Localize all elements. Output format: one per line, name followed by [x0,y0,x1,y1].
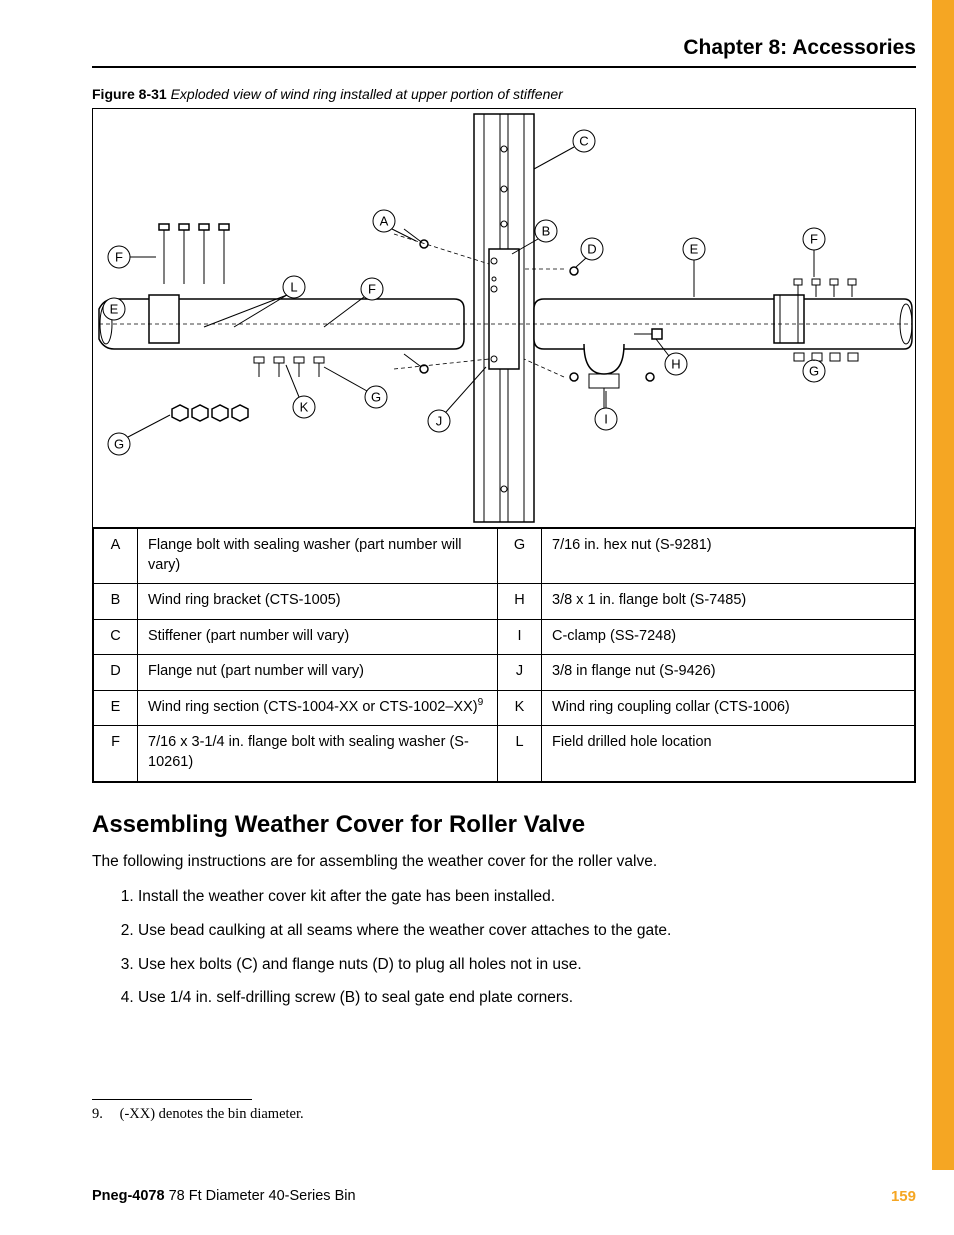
parts-key: J [498,655,542,691]
svg-text:L: L [290,280,297,295]
section-title: Assembling Weather Cover for Roller Valv… [92,811,916,839]
parts-desc: Wind ring coupling collar (CTS-1006) [542,690,915,726]
parts-desc: 7/16 in. hex nut (S-9281) [542,528,915,584]
svg-text:F: F [810,232,818,247]
svg-text:B: B [542,224,551,239]
svg-text:A: A [380,214,389,229]
parts-desc: Wind ring bracket (CTS-1005) [138,584,498,620]
svg-text:E: E [110,302,119,317]
figure-caption-text: Exploded view of wind ring installed at … [171,86,563,102]
table-row: AFlange bolt with sealing washer (part n… [94,528,915,584]
parts-key: G [498,528,542,584]
parts-desc: 3/8 in flange nut (S-9426) [542,655,915,691]
parts-key: I [498,619,542,655]
parts-desc: Flange bolt with sealing washer (part nu… [138,528,498,584]
parts-desc: Flange nut (part number will vary) [138,655,498,691]
parts-key: H [498,584,542,620]
footnote: 9. (-XX) denotes the bin diameter. [92,1106,916,1123]
parts-key: B [94,584,138,620]
table-row: BWind ring bracket (CTS-1005)H3/8 x 1 in… [94,584,915,620]
parts-key: E [94,690,138,726]
figure-label: Figure 8-31 [92,86,167,102]
svg-text:I: I [604,412,608,427]
figure-box: .ln { stroke:#000; stroke-width:1; fill:… [92,108,916,783]
chapter-title: Chapter 8: Accessories [92,36,916,60]
footnote-number: 9. [92,1106,116,1123]
step-item: Use bead caulking at all seams where the… [138,920,916,942]
parts-table: AFlange bolt with sealing washer (part n… [93,527,915,782]
chapter-rule [92,66,916,68]
parts-key: C [94,619,138,655]
footer-doc-id: Pneg-4078 78 Ft Diameter 40-Series Bin [92,1188,356,1204]
footer-doc-code: Pneg-4078 [92,1188,165,1204]
side-accent-bar [932,0,954,1170]
footer-page-number: 159 [891,1188,916,1205]
page-footer: Pneg-4078 78 Ft Diameter 40-Series Bin 1… [92,1188,916,1205]
svg-text:F: F [368,282,376,297]
steps-list: Install the weather cover kit after the … [92,886,916,1009]
section-intro: The following instructions are for assem… [92,851,916,873]
footnote-text: (-XX) denotes the bin diameter. [120,1106,304,1122]
parts-desc: C-clamp (SS-7248) [542,619,915,655]
parts-key: D [94,655,138,691]
svg-text:K: K [300,400,309,415]
parts-desc: 3/8 x 1 in. flange bolt (S-7485) [542,584,915,620]
table-row: CStiffener (part number will vary)IC-cla… [94,619,915,655]
exploded-view-diagram: .ln { stroke:#000; stroke-width:1; fill:… [93,109,915,527]
parts-key: K [498,690,542,726]
figure-caption: Figure 8-31 Exploded view of wind ring i… [92,86,916,102]
parts-key: L [498,726,542,781]
parts-desc: Wind ring section (CTS-1004-XX or CTS-10… [138,690,498,726]
footer-doc-title: 78 Ft Diameter 40-Series Bin [169,1188,356,1204]
diagram-svg: .ln { stroke:#000; stroke-width:1; fill:… [93,109,915,527]
table-row: DFlange nut (part number will vary)J3/8 … [94,655,915,691]
footnote-ref: 9 [478,697,484,708]
svg-text:G: G [114,437,124,452]
parts-desc: 7/16 x 3-1/4 in. flange bolt with sealin… [138,726,498,781]
svg-text:D: D [587,242,596,257]
parts-desc: Field drilled hole location [542,726,915,781]
footnote-rule [92,1099,252,1100]
svg-text:E: E [690,242,699,257]
step-item: Install the weather cover kit after the … [138,886,916,908]
parts-key: F [94,726,138,781]
svg-text:J: J [436,414,443,429]
table-row: F7/16 x 3-1/4 in. flange bolt with seali… [94,726,915,781]
table-row: EWind ring section (CTS-1004-XX or CTS-1… [94,690,915,726]
svg-text:F: F [115,250,123,265]
svg-text:G: G [809,364,819,379]
svg-text:G: G [371,390,381,405]
svg-text:H: H [671,357,680,372]
svg-text:C: C [579,134,588,149]
parts-desc: Stiffener (part number will vary) [138,619,498,655]
step-item: Use hex bolts (C) and flange nuts (D) to… [138,954,916,976]
parts-key: A [94,528,138,584]
step-item: Use 1/4 in. self-drilling screw (B) to s… [138,987,916,1009]
